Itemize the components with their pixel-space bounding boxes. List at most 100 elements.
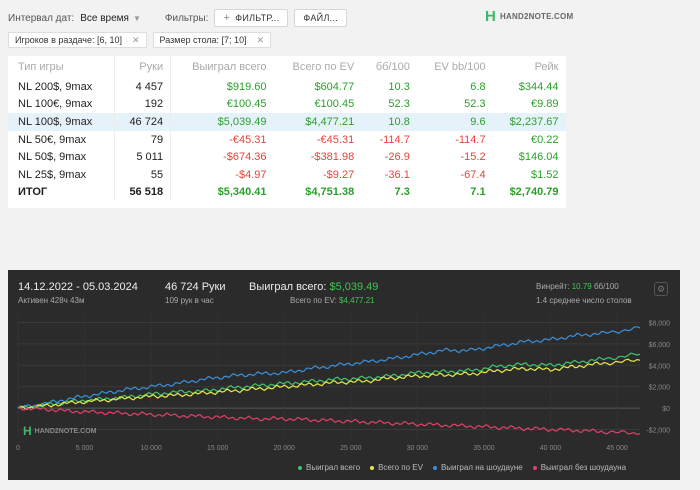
date-interval-select[interactable]: Все время [80, 12, 129, 24]
graph-date-range: 14.12.2022 - 05.03.2024 [18, 281, 138, 293]
filter-bar: Интервал дат: Все время ▼ Фильтры: + ФИЛЬ… [8, 8, 692, 28]
cell-ev: -$381.98 [310, 151, 355, 164]
table-row[interactable]: NL 50€, 9max 79 -€45.31 -€45.31 -114.7 -… [8, 130, 566, 149]
y-tick-label: $6,000 [649, 342, 671, 349]
table-row[interactable]: NL 100€, 9max 192 €100.45 €100.45 52.3 5… [8, 95, 566, 114]
col-rake[interactable]: Рейк [534, 61, 559, 73]
y-tick-label: $4,000 [649, 363, 671, 370]
y-tick-label: $8,000 [649, 321, 671, 328]
x-tick-label: 5 000 [76, 445, 94, 452]
cell-total-won: $5,340.41 [217, 186, 267, 199]
x-tick-label: 0 [16, 445, 20, 452]
cell-game-type: NL 100$, 9max [8, 113, 115, 131]
results-line-chart[interactable]: -$2,000 $0 $2,000 $4,000 $6,000 $8,000 0 5 000 1… [8, 270, 680, 480]
graph-winrate-label: Винрейт: [536, 282, 572, 291]
table-row[interactable]: NL 200$, 9max 4 457 $919.60 $604.77 10.3… [8, 78, 566, 96]
graph-winrate: Винрейт: 10.79 бб/100 [536, 282, 619, 291]
cell-ev-bb100: -114.7 [455, 133, 486, 146]
table-row[interactable]: NL 50$, 9max 5 011 -$674.36 -$381.98 -26… [8, 148, 566, 166]
cell-game-type: NL 200$, 9max [8, 78, 115, 96]
filter-chip-table-size[interactable]: Размер стола: [7; 10] ✕ [152, 32, 272, 48]
cell-ev: -€45.31 [316, 133, 355, 146]
legend-dot [532, 465, 537, 470]
legend-label: Всего по EV [378, 463, 423, 472]
cell-ev: €100.45 [314, 98, 355, 111]
series-line-0 [17, 326, 641, 409]
brand-logo: H HAND2NOTE.COM [485, 9, 573, 24]
cell-total-hands: 56 518 [114, 183, 172, 202]
chip-label: Игроков в раздаче: [6, 10] [15, 35, 122, 45]
legend-item[interactable]: Выиграл на шоудауне [432, 463, 523, 472]
cell-ev-bb100: -67.4 [460, 168, 486, 181]
cell-ev-bb100: 52.3 [464, 98, 486, 111]
cell-hands: 4 457 [114, 78, 172, 96]
col-ev-bb100[interactable]: EV bb/100 [434, 61, 486, 73]
table-row[interactable]: NL 25$, 9max 55 -$4.97 -$9.27 -36.1 -67.… [8, 165, 566, 184]
col-ev-total[interactable]: Всего по EV [292, 61, 355, 73]
col-game-type[interactable]: Тип игры [8, 56, 115, 78]
watermark-logo: H HAND2NOTE.COM [23, 424, 97, 438]
stats-table: Тип игры Руки Выиграл всего Всего по EV … [8, 56, 566, 202]
cell-won: -$4.97 [235, 168, 267, 181]
gear-icon[interactable]: ⚙ [654, 282, 668, 296]
col-won-total[interactable]: Выиграл всего [192, 61, 267, 73]
cell-bb100: -114.7 [379, 133, 410, 146]
x-tick-label: 15 000 [207, 445, 229, 452]
legend-item[interactable]: Всего по EV [370, 463, 423, 472]
cell-hands: 79 [114, 130, 172, 149]
x-tick-label: 40 000 [540, 445, 562, 452]
cell-rake: $2,237.67 [492, 113, 566, 131]
cell-rake: $146.04 [518, 151, 559, 164]
filters-label: Фильтры: [164, 12, 209, 24]
cell-total-ev: $4,751.38 [305, 186, 355, 199]
legend-item[interactable]: Выиграл без шоудауна [532, 463, 626, 472]
cell-bb100: 10.3 [388, 80, 410, 93]
chip-label: Размер стола: [7; 10] [159, 35, 247, 45]
cell-won: -€45.31 [229, 133, 267, 146]
legend-dot [432, 465, 437, 470]
graph-won-total: Выиграл всего: $5,039.49 [249, 281, 378, 293]
cell-rake: $1.52 [530, 168, 559, 181]
cell-ev-bb100: 9.6 [416, 113, 493, 131]
y-tick-label: $2,000 [649, 385, 671, 392]
cell-won: -$674.36 [223, 151, 267, 164]
cell-bb100: -26.9 [384, 151, 410, 164]
brand-name: HAND2NOTE.COM [500, 12, 574, 21]
cell-won: €100.45 [226, 98, 267, 111]
col-hands[interactable]: Руки [114, 56, 172, 78]
table-header-row: Тип игры Руки Выиграл всего Всего по EV … [8, 56, 566, 78]
y-tick-label: $0 [662, 406, 670, 413]
close-icon[interactable]: ✕ [256, 34, 265, 45]
cell-rake: €0.22 [530, 133, 559, 146]
cell-hands: 46 724 [114, 113, 172, 131]
table-row-selected[interactable]: NL 100$, 9max 46 724 $5,039.49 $4,477.21… [8, 113, 566, 131]
cell-game-type: NL 50€, 9max [8, 130, 115, 149]
graph-hands-per-hour: 109 рук в час [165, 296, 214, 305]
file-button[interactable]: ФАЙЛ... [294, 9, 348, 27]
cell-ev: $4,477.21 [273, 113, 362, 131]
filter-button[interactable]: + ФИЛЬТР... [214, 9, 289, 27]
x-tick-label: 30 000 [407, 445, 429, 452]
legend-dot [298, 465, 302, 470]
cell-total-label: ИТОГ [8, 183, 115, 202]
graph-winrate-value: 10.79 [571, 282, 592, 291]
filter-chip-players[interactable]: Игроков в раздаче: [6, 10] ✕ [8, 32, 147, 48]
x-tick-label: 45 000 [606, 445, 628, 452]
legend-item[interactable]: Выиграл всего [298, 463, 360, 472]
graph-ev-label: Всего по EV: [290, 296, 340, 305]
cell-total-rake: $2,740.79 [509, 186, 559, 199]
cell-hands: 192 [114, 95, 172, 114]
file-button-label: ФАЙЛ... [303, 13, 339, 23]
col-bb100[interactable]: бб/100 [375, 61, 410, 73]
legend-dot [370, 465, 375, 470]
legend-label: Выиграл на шоудауне [440, 463, 523, 472]
close-icon[interactable]: ✕ [131, 34, 140, 45]
cell-game-type: NL 25$, 9max [8, 165, 115, 184]
graph-avg-tables: 1.4 среднее число столов [536, 296, 632, 305]
cell-game-type: NL 50$, 9max [8, 148, 115, 166]
chevron-down-icon[interactable]: ▼ [132, 13, 141, 23]
logo-mark-icon: H [485, 8, 497, 25]
cell-game-type: NL 100€, 9max [8, 95, 115, 114]
cell-rake: $344.44 [518, 80, 559, 93]
graph-winrate-unit: бб/100 [591, 282, 619, 291]
